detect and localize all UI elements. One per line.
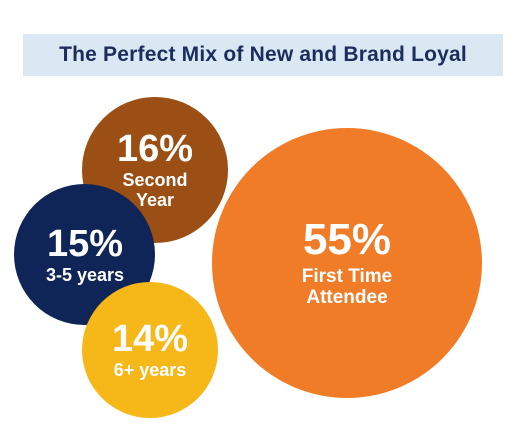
chart-title-banner: The Perfect Mix of New and Brand Loyal [23,34,503,76]
value-label-three-to-five-years: 15% [46,222,124,265]
category-label-first-time-attendee-line-2: Attendee [306,287,388,308]
category-label-six-plus-years: 6+ years [113,359,187,380]
category-label-second-year-line-2: Year [135,189,174,210]
bubble-first-time-attendee: 55% First Time Attendee [212,128,482,398]
category-label-three-to-five-years: 3-5 years [45,264,125,285]
value-label-six-plus-years: 14% [111,317,189,360]
category-label-first-time-attendee-line-1: First Time [301,265,393,287]
value-label-second-year: 16% [116,127,194,170]
chart-title: The Perfect Mix of New and Brand Loyal [59,43,467,66]
category-label-second-year-line-1: Second [122,169,188,190]
bubble-six-plus-years: 14% 6+ years [81,281,219,419]
value-label-first-time-attendee: 55% [302,214,392,264]
